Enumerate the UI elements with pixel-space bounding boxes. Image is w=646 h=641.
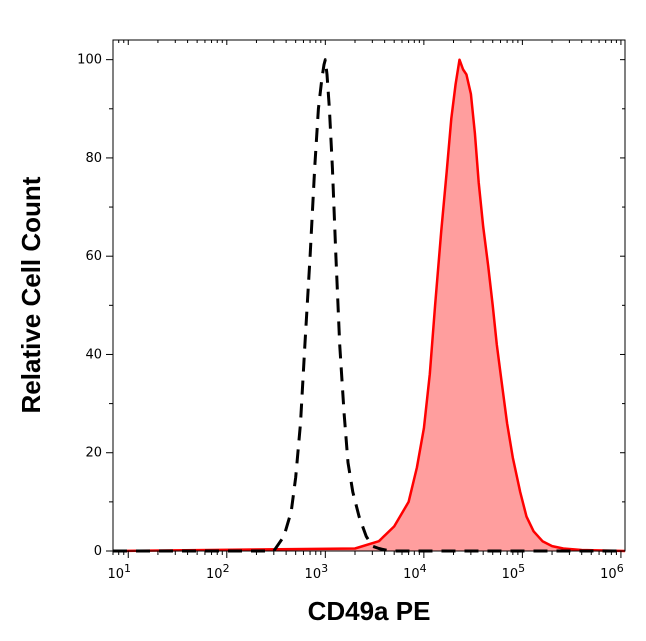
x-axis: 101 102 103 104 105 106 (107, 40, 624, 582)
series-layer (112, 58, 626, 553)
y-tick-label: 0 (94, 544, 102, 559)
x-tick-label: 104 (403, 562, 427, 582)
y-tick-label: 60 (85, 249, 102, 264)
series-1-line (112, 58, 626, 553)
x-axis-title: CD49a PE (308, 596, 431, 626)
x-tick-label: 102 (206, 562, 230, 582)
plot-frame (112, 39, 626, 552)
y-tick-label: 20 (85, 446, 102, 461)
x-tick-label: 105 (502, 562, 526, 582)
y-axis-title: Relative Cell Count (16, 176, 46, 413)
x-tick-label: 101 (107, 562, 131, 582)
series-0-line (113, 58, 625, 553)
y-axis: 0 20 40 60 80 100 (77, 53, 625, 559)
x-tick-label: 103 (305, 562, 329, 582)
series-1-fill (113, 59, 625, 551)
y-tick-label: 80 (85, 151, 102, 166)
x-tick-label: 106 (600, 562, 624, 582)
y-tick-label: 40 (85, 347, 102, 362)
y-tick-label: 100 (77, 53, 102, 68)
